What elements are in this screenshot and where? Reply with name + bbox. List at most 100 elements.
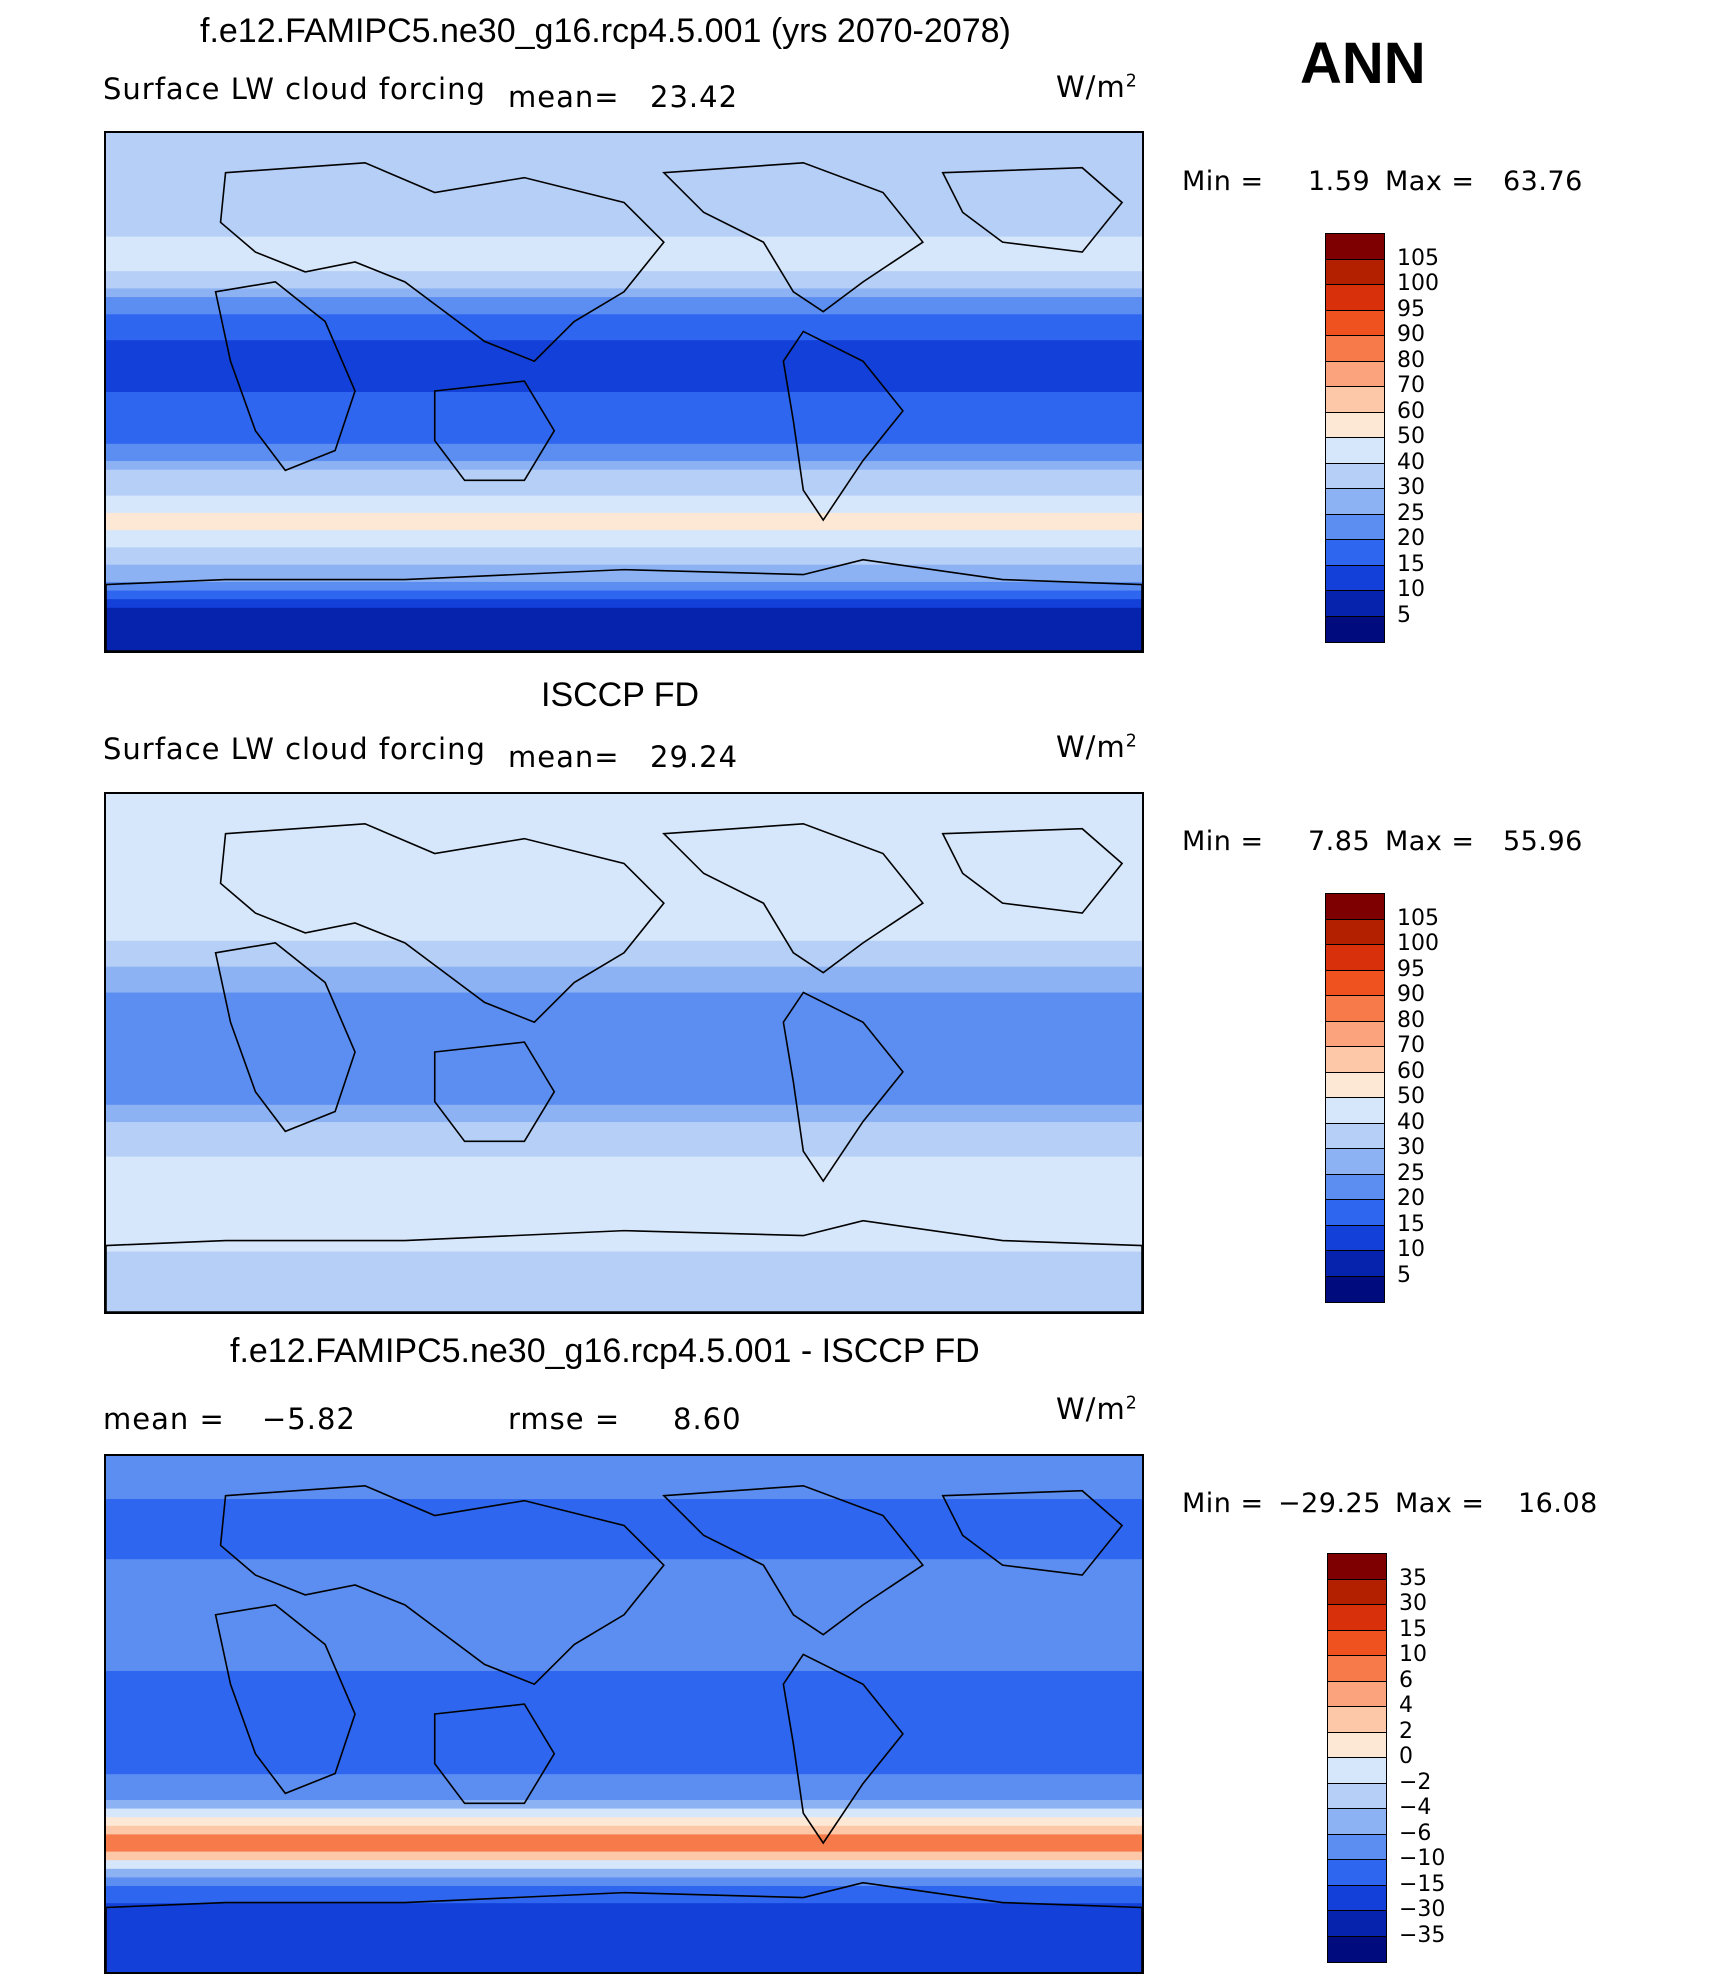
field-band	[106, 452, 1142, 462]
panel3-mean-value: −5.82	[262, 1402, 356, 1436]
field-band	[106, 1868, 1142, 1878]
colorbar-swatch	[1326, 894, 1384, 920]
colorbar-tick-label: 4	[1399, 1693, 1413, 1718]
field-band	[106, 417, 1142, 428]
panel2-mean-value: 29.24	[650, 740, 739, 774]
colorbar-swatch	[1326, 361, 1384, 387]
colorbar-tick-label: 10	[1397, 1237, 1425, 1262]
colorbar-tick-label: −4	[1399, 1795, 1432, 1820]
colorbar-tick-label: −15	[1399, 1871, 1446, 1897]
field-band	[106, 1705, 1142, 1715]
field-band	[106, 1009, 1142, 1020]
coastline	[664, 163, 923, 312]
colorbar-swatch	[1326, 463, 1384, 489]
field-band	[106, 897, 1142, 907]
colorbar-swatch	[1326, 285, 1384, 311]
field-band	[106, 1122, 1142, 1132]
field-band	[106, 1619, 1142, 1629]
field-band	[106, 538, 1142, 548]
field-band	[106, 478, 1142, 488]
field-band	[106, 253, 1142, 264]
field-band	[106, 1929, 1142, 1939]
colorbar-swatch	[1326, 616, 1384, 642]
panel2-max-value: 55.96	[1503, 826, 1583, 857]
field-band	[106, 1499, 1142, 1509]
colorbar-swatch	[1328, 1630, 1386, 1656]
field-band	[106, 1628, 1142, 1638]
field-band	[106, 469, 1142, 479]
coastline	[435, 1704, 555, 1803]
field-band	[106, 374, 1142, 384]
field-band	[106, 1464, 1142, 1474]
coastline	[435, 1042, 555, 1141]
colorbar-swatch	[1326, 1149, 1384, 1175]
field-band	[106, 1294, 1142, 1304]
field-band	[106, 1851, 1142, 1861]
field-band	[106, 1946, 1142, 1956]
field-band	[106, 949, 1142, 959]
field-band	[106, 426, 1142, 436]
field-band	[106, 1963, 1142, 1972]
field-band	[106, 1078, 1142, 1089]
field-band	[106, 547, 1142, 557]
colorbar-swatch	[1328, 1554, 1386, 1580]
colorbar-tick-label: 95	[1397, 296, 1425, 322]
panel1-title: f.e12.FAMIPC5.ne30_g16.rcp4.5.001 (yrs 2…	[200, 12, 1011, 50]
field-band	[106, 1567, 1142, 1577]
colorbar-tick-label: −30	[1399, 1897, 1446, 1922]
colorbar-tick-label: 30	[1399, 1591, 1427, 1616]
field-band	[106, 1714, 1142, 1724]
colorbar-tick-label: 20	[1397, 1186, 1425, 1211]
coastline	[216, 282, 355, 471]
field-band	[106, 1954, 1142, 1964]
field-band	[106, 1191, 1142, 1201]
field-band	[106, 819, 1142, 830]
field-band	[106, 1662, 1142, 1672]
field-band	[106, 486, 1142, 497]
field-band	[106, 992, 1142, 1002]
field-band	[106, 1027, 1142, 1037]
field-band	[106, 1559, 1142, 1569]
colorbar-tick-label: 95	[1397, 956, 1425, 982]
field-band	[106, 1070, 1142, 1080]
colorbar-tick-label: 15	[1397, 551, 1425, 577]
field-band	[106, 1182, 1142, 1192]
coastline	[783, 1654, 903, 1843]
field-band	[106, 828, 1142, 838]
colorbar-tick-label: 80	[1397, 1007, 1425, 1033]
field-band	[106, 1096, 1142, 1106]
field-band	[106, 625, 1142, 635]
panel3-max-label: Max =	[1395, 1488, 1485, 1519]
colorbar-tick-label: 25	[1397, 1160, 1425, 1186]
field-band	[106, 1018, 1142, 1028]
colorbar-swatch	[1328, 1809, 1386, 1835]
colorbar-tick-label: −6	[1399, 1820, 1432, 1846]
field-band	[106, 581, 1142, 592]
colorbar-swatch	[1326, 336, 1384, 362]
panel1-variable: Surface LW cloud forcing	[103, 72, 486, 106]
field-band	[106, 1937, 1142, 1947]
field-band	[106, 322, 1142, 333]
field-band	[106, 530, 1142, 540]
field-band	[106, 1303, 1142, 1312]
panel2-units: W/m2	[1056, 730, 1138, 764]
field-band	[106, 167, 1142, 177]
colorbar-swatch	[1328, 1783, 1386, 1809]
colorbar-tick-label: 100	[1397, 931, 1439, 956]
colorbar-tick-label: 50	[1397, 1084, 1425, 1109]
coastline	[783, 331, 903, 520]
field-band	[106, 1035, 1142, 1045]
field-band	[106, 193, 1142, 203]
colorbar-swatch	[1326, 1276, 1384, 1302]
colorbar-swatch	[1328, 1707, 1386, 1733]
field-band	[106, 512, 1142, 523]
field-band	[106, 1800, 1142, 1810]
field-band	[106, 133, 1142, 143]
field-band	[106, 210, 1142, 220]
field-band	[106, 1208, 1142, 1218]
season-label: ANN	[1300, 31, 1426, 96]
field-band	[106, 504, 1142, 514]
field-band	[106, 202, 1142, 212]
field-band	[106, 150, 1142, 160]
field-band	[106, 1739, 1142, 1749]
